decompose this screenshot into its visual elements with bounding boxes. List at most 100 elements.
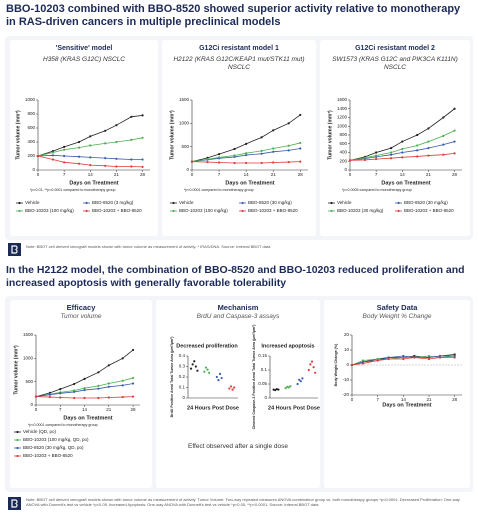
chart-card [320, 40, 470, 236]
data-point [401, 147, 404, 151]
x-axis-label: Days on Treatment [382, 402, 431, 408]
chart-note: *p<0.01, **p<0.0001 compared to monother… [30, 188, 116, 192]
data-point [83, 387, 86, 390]
section-title: In the H2122 model, the combination of B… [6, 264, 465, 289]
data-point [350, 363, 354, 367]
data-point [287, 144, 290, 147]
data-point [260, 149, 263, 152]
data-point [260, 136, 263, 139]
data-point [363, 158, 367, 162]
x-tick-label: 14 [400, 172, 406, 177]
data-point [77, 162, 81, 165]
data-point [196, 369, 199, 372]
x-tick-label: 0 [191, 172, 194, 177]
data-point [51, 154, 55, 157]
data-point [416, 155, 419, 158]
data-point [77, 155, 81, 158]
y-tick-label: -10 [342, 377, 349, 382]
x-tick-label: 28 [452, 397, 458, 402]
panel-subtitle: Body Weight % Change [362, 313, 432, 320]
data-point [89, 156, 92, 159]
data-point [245, 153, 248, 157]
data-point [427, 147, 430, 150]
data-point [245, 161, 248, 165]
legend-marker [85, 209, 88, 213]
y-axis-label: Tumor volume (mm³) [15, 110, 21, 160]
data-point [233, 161, 236, 165]
y-tick-label: 10 [344, 347, 350, 352]
legend-label: BBO-10203 (30 mg/kg) [337, 208, 384, 213]
legend-marker [397, 209, 400, 213]
data-point [363, 156, 367, 159]
data-point [272, 129, 275, 132]
legend-marker [18, 209, 21, 213]
y-axis-label: Body Weight Change (%) [334, 343, 338, 386]
x-tick-label: 14 [82, 407, 88, 412]
y-tick-label: 0 [182, 395, 185, 400]
y-tick-label: 0.1 [179, 385, 186, 390]
legend-marker [16, 454, 19, 458]
data-point [314, 371, 317, 374]
data-point [206, 158, 209, 161]
chart-note: *p<0.0005 compared to monotherapy group [342, 188, 412, 192]
data-point [59, 388, 62, 391]
y-tick-label: 600 [339, 141, 347, 146]
x-tick-label: 0 [349, 172, 352, 177]
data-point [309, 363, 312, 366]
legend-label: BBO-10203 (100 mg/kg) [179, 208, 228, 213]
data-point [402, 357, 405, 361]
chart-card [10, 40, 158, 236]
x-tick-label: 0 [35, 407, 38, 412]
y-tick-label: 1000 [179, 121, 190, 126]
data-point [107, 364, 110, 367]
x-tick-label: 21 [106, 407, 112, 412]
data-point [387, 357, 390, 361]
data-point [272, 150, 275, 153]
y-tick-label: 200 [27, 153, 35, 158]
data-point [277, 388, 280, 391]
data-point [416, 133, 419, 137]
y-axis-label: Tumor volume (mm³) [169, 110, 175, 160]
data-point [36, 154, 40, 158]
y-axis-label: Cleaved Caspase-3 Positive Area/ Total T… [252, 324, 256, 430]
x-axis-label: Days on Treatment [225, 180, 274, 186]
data-point [63, 161, 66, 164]
x-tick-label: 0 [37, 172, 40, 177]
data-point [206, 160, 209, 164]
y-tick-label: 20 [344, 332, 350, 337]
x-tick-label: 21 [271, 172, 277, 177]
data-point [272, 161, 275, 164]
panel-subtitle: Tumor volume [60, 313, 102, 320]
y-tick-label: -20 [342, 392, 349, 397]
chart-card [324, 300, 470, 488]
y-tick-label: 200 [339, 158, 347, 163]
data-point [231, 388, 234, 391]
page-title: BBO-10203 combined with BBO-8520 showed … [6, 3, 461, 28]
data-point [307, 368, 310, 372]
x-tick-label: 7 [63, 172, 66, 177]
data-point [115, 157, 118, 160]
legend-label: Vehicle [337, 200, 352, 205]
data-point [48, 395, 51, 399]
data-point [416, 149, 419, 152]
data-point [208, 371, 211, 374]
legend-label: BBO-8520 (30 mg/kg) [248, 200, 292, 205]
data-point [427, 154, 430, 157]
data-point [59, 396, 62, 399]
data-point [48, 393, 51, 396]
data-point [63, 148, 66, 151]
data-point [289, 385, 292, 388]
data-point [130, 115, 133, 118]
y-tick-label: 1000 [25, 97, 36, 102]
chart-subtitle: SW1573 (KRAS G12C and PIK3CA K111N) NSCL… [332, 56, 458, 71]
data-point [376, 359, 379, 362]
top-note: Note: BBOT cell derived xenograft models… [26, 244, 271, 249]
data-point [401, 151, 404, 154]
data-point [217, 156, 221, 159]
data-point [34, 395, 38, 398]
y-tick-label: 0.2 [179, 374, 186, 379]
x-tick-label: 14 [401, 397, 407, 402]
data-point [442, 143, 445, 146]
y-tick-label: 0.4 [179, 353, 186, 358]
x-tick-label: 21 [426, 172, 432, 177]
